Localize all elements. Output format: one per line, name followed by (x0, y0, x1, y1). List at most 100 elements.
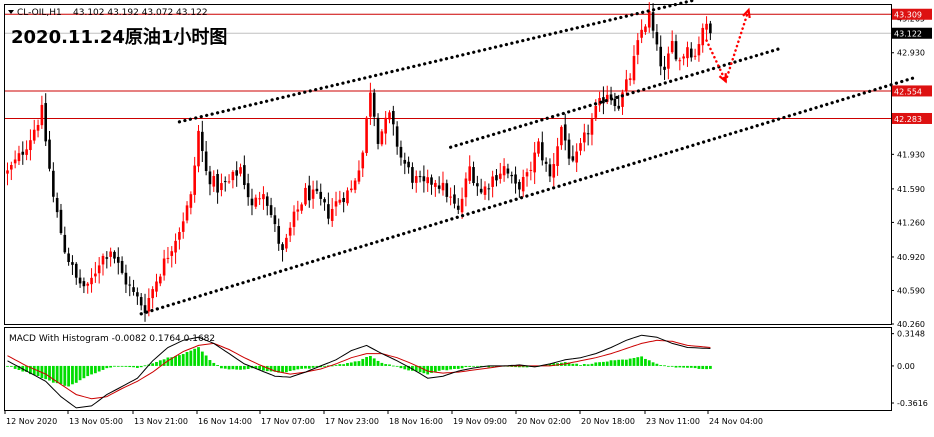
macd-histogram-bar (135, 365, 139, 368)
macd-histogram-bar (25, 365, 28, 372)
macd-histogram-bar (686, 365, 689, 368)
macd-histogram-bar (453, 365, 456, 369)
candle-body (330, 208, 334, 221)
candle-body (667, 53, 670, 69)
macd-histogram-bar (567, 362, 571, 366)
candle-body (552, 164, 556, 178)
candle-body (273, 215, 277, 225)
candle-body (304, 187, 307, 205)
candle-body (227, 181, 231, 183)
macd-histogram-bar (395, 365, 399, 367)
macd-histogram-bar (29, 365, 32, 375)
macd-histogram-bar (655, 363, 659, 366)
candle-body (350, 188, 353, 191)
candle-body (147, 298, 151, 312)
macd-histogram-bar (101, 365, 105, 370)
macd-histogram-bar (220, 365, 223, 369)
macd-histogram-bar (414, 365, 418, 372)
macd-histogram-bar (521, 365, 525, 368)
candle-body (48, 139, 51, 169)
macd-histogram-bar (242, 365, 246, 370)
macd-histogram-bar (296, 365, 300, 370)
macd-histogram-bar (582, 364, 586, 366)
candle-body (453, 194, 456, 204)
macd-histogram-bar (407, 365, 410, 371)
macd-histogram-bar (624, 359, 628, 366)
macd-histogram-bar (708, 365, 712, 369)
macd-histogram-bar (376, 360, 380, 366)
macd-histogram-bar (346, 363, 349, 366)
candle-body (544, 161, 548, 164)
macd-histogram-bar (246, 365, 250, 369)
macd-histogram-bar (74, 365, 78, 383)
macd-histogram-bar (369, 355, 372, 366)
macd-histogram-bar (334, 365, 338, 366)
candle-body (640, 29, 643, 38)
macd-histogram-bar (670, 365, 674, 367)
candle-body (411, 167, 414, 183)
forecast-arrows (705, 7, 751, 84)
macd-histogram-bar (441, 365, 445, 370)
macd-histogram-bar (399, 365, 403, 369)
macd-tick-label: 0.00 (897, 362, 915, 371)
candle-body (113, 251, 116, 259)
candle-body (170, 251, 174, 256)
candle-body (479, 188, 483, 193)
candle-body (472, 167, 475, 184)
candle-body (250, 198, 254, 206)
price-axis: 43.26543.12242.93042.55442.28341.93041.5… (891, 8, 932, 329)
candle-body (204, 151, 208, 171)
candle-body (663, 66, 666, 70)
macd-histogram-bar (300, 365, 304, 369)
price-tick-label: 40.920 (897, 253, 925, 262)
candle-body (254, 197, 258, 207)
candle-body (262, 194, 265, 200)
macd-histogram-bar (97, 365, 101, 372)
macd-histogram-bar (697, 365, 701, 369)
candle-body (686, 47, 689, 59)
candle-body (285, 237, 288, 249)
candle-body (132, 287, 135, 292)
macd-histogram-bar (227, 365, 231, 370)
macd-histogram-bar (647, 360, 651, 366)
macd-histogram-bar (208, 360, 212, 366)
candle-body (353, 180, 357, 190)
macd-histogram-bar (235, 365, 239, 370)
symbol-dropdown-icon[interactable] (8, 10, 14, 14)
macd-histogram-bar (93, 365, 97, 374)
current-price-label: 43.122 (894, 30, 922, 39)
candle-body (97, 265, 101, 274)
macd-signal-line (7, 339, 711, 400)
candle-body (136, 292, 139, 297)
macd-histogram-bar (9, 365, 13, 367)
candlesticks (6, 2, 712, 322)
candle-body (181, 221, 185, 232)
trend-channels (139, 0, 915, 316)
candle-body (506, 168, 510, 174)
macd-histogram-bar (365, 357, 368, 366)
symbol-label: CL-OIL,H1 (17, 8, 62, 18)
candle-body (369, 92, 372, 117)
candle-body (602, 97, 605, 104)
candle-body (319, 191, 323, 199)
candle-body (159, 276, 162, 284)
candle-body (155, 281, 158, 292)
candle-body (13, 159, 17, 164)
candle-body (445, 183, 449, 197)
candle-body (307, 185, 311, 201)
price-tick-label: 40.590 (897, 286, 925, 295)
candle-body (44, 103, 47, 142)
candle-body (636, 40, 640, 55)
candle-body (403, 159, 407, 164)
macd-histogram-bar (265, 365, 269, 372)
price-tick-label: 41.930 (897, 150, 925, 159)
candle-body (670, 40, 674, 53)
macd-histogram-bar (193, 348, 197, 366)
candle-body (556, 146, 559, 166)
candle-body (338, 199, 342, 203)
macd-histogram-bar (613, 360, 617, 366)
macd-histogram-bar (411, 365, 414, 371)
macd-histogram-bar (82, 365, 86, 379)
macd-histogram-bar (67, 365, 71, 387)
candle-body (533, 152, 536, 173)
